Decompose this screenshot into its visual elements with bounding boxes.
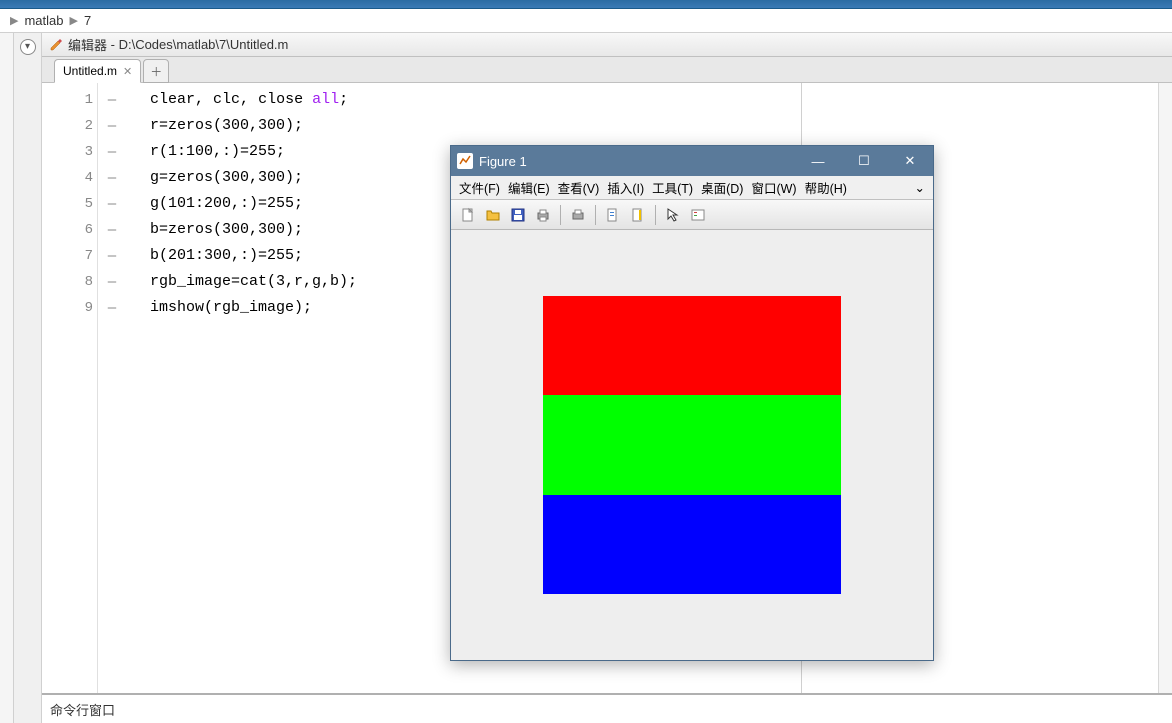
line-marker: — (98, 165, 126, 191)
window-top-accent (0, 0, 1172, 9)
command-window-label: 命令行窗口 (50, 700, 115, 719)
breadcrumb[interactable]: ▶ matlab ▶ 7 (0, 9, 1172, 33)
menu-tools[interactable]: 工具(T) (650, 178, 695, 197)
figure-canvas (451, 230, 933, 660)
print-icon[interactable] (532, 204, 554, 226)
collapse-column: ▾ (14, 33, 42, 723)
line-marker: — (98, 217, 126, 243)
file-tab[interactable]: Untitled.m ✕ (54, 59, 141, 83)
save-icon[interactable] (507, 204, 529, 226)
new-file-icon[interactable] (457, 204, 479, 226)
line-number: 2 (42, 113, 97, 139)
image-band (543, 495, 841, 594)
editor-pencil-icon (48, 37, 64, 53)
menu-desktop[interactable]: 桌面(D) (699, 178, 745, 197)
command-window-panel[interactable]: 命令行窗口 (42, 693, 1172, 723)
code-overview-strip[interactable] (1158, 83, 1172, 723)
tab-close-icon[interactable]: ✕ (123, 65, 132, 78)
line-number-gutter: 123456789 (42, 83, 98, 723)
line-number: 5 (42, 191, 97, 217)
rgb-image (543, 296, 841, 594)
line-marker: — (98, 269, 126, 295)
breadcrumb-item[interactable]: matlab (24, 13, 63, 28)
line-marker: — (98, 87, 126, 113)
menu-view[interactable]: 查看(V) (556, 178, 602, 197)
matlab-figure-icon (457, 153, 473, 169)
image-band (543, 395, 841, 494)
collapse-toggle-icon[interactable]: ▾ (20, 39, 36, 55)
figure-menubar: 文件(F) 编辑(E) 查看(V) 插入(I) 工具(T) 桌面(D) 窗口(W… (451, 176, 933, 200)
editor-title-bar: 编辑器 - D:\Codes\matlab\7\Untitled.m (42, 33, 1172, 57)
line-marker: — (98, 139, 126, 165)
menu-help[interactable]: 帮助(H) (803, 178, 849, 197)
breadcrumb-sep: ▶ (10, 14, 18, 27)
toolbar-separator (655, 205, 656, 225)
figure-titlebar[interactable]: Figure 1 — ☐ ✕ (451, 146, 933, 176)
editor-file-path: D:\Codes\matlab\7\Untitled.m (119, 37, 289, 52)
line-marker: — (98, 243, 126, 269)
marker-gutter: ————————— (98, 83, 126, 723)
left-gutter (0, 33, 14, 723)
editor-title-prefix: 编辑器 (68, 35, 107, 54)
maximize-button[interactable]: ☐ (841, 146, 887, 176)
line-marker: — (98, 295, 126, 321)
menu-overflow-icon[interactable]: ⌄ (913, 180, 927, 195)
toolbar-separator (595, 205, 596, 225)
data-cursor-icon[interactable] (602, 204, 624, 226)
line-number: 8 (42, 269, 97, 295)
code-line[interactable]: clear, clc, close all; (126, 87, 1158, 113)
menu-edit[interactable]: 编辑(E) (506, 178, 552, 197)
line-number: 1 (42, 87, 97, 113)
editor-title-sep: - (107, 37, 119, 52)
line-number: 4 (42, 165, 97, 191)
code-line[interactable]: r=zeros(300,300); (126, 113, 1158, 139)
toolbar-separator (560, 205, 561, 225)
colorbar-icon[interactable] (627, 204, 649, 226)
figure-toolbar (451, 200, 933, 230)
minimize-button[interactable]: — (795, 146, 841, 176)
line-number: 3 (42, 139, 97, 165)
print-preview-icon[interactable] (567, 204, 589, 226)
line-marker: — (98, 113, 126, 139)
insert-legend-icon[interactable] (687, 204, 709, 226)
new-tab-button[interactable]: ＋ (143, 59, 169, 83)
figure-title: Figure 1 (479, 154, 795, 169)
tab-strip: Untitled.m ✕ ＋ (42, 57, 1172, 83)
image-band (543, 296, 841, 395)
tab-label: Untitled.m (63, 64, 117, 78)
line-number: 6 (42, 217, 97, 243)
line-marker: — (98, 191, 126, 217)
line-number: 7 (42, 243, 97, 269)
arrow-icon[interactable] (662, 204, 684, 226)
close-button[interactable]: ✕ (887, 146, 933, 176)
figure-window[interactable]: Figure 1 — ☐ ✕ 文件(F) 编辑(E) 查看(V) 插入(I) 工… (450, 145, 934, 661)
line-number: 9 (42, 295, 97, 321)
breadcrumb-sep: ▶ (70, 14, 78, 27)
menu-file[interactable]: 文件(F) (457, 178, 502, 197)
menu-insert[interactable]: 插入(I) (605, 178, 646, 197)
open-folder-icon[interactable] (482, 204, 504, 226)
breadcrumb-item[interactable]: 7 (84, 13, 91, 28)
menu-window[interactable]: 窗口(W) (749, 178, 798, 197)
